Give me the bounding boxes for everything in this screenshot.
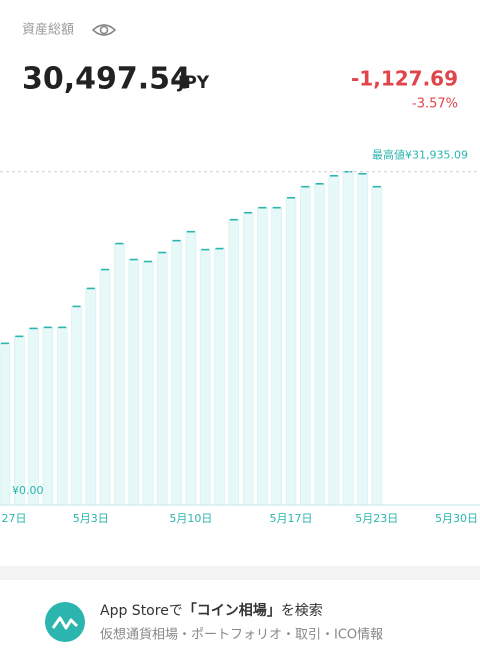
- bar: [299, 186, 311, 506]
- max-label: 最高値¥31,935.09: [372, 148, 468, 162]
- eye-icon[interactable]: [91, 24, 117, 36]
- bar: [28, 328, 39, 506]
- change-percent: -3.57%: [412, 97, 458, 112]
- bar: [99, 269, 111, 506]
- bar: [371, 186, 383, 506]
- bar: [342, 171, 354, 506]
- bar: [285, 197, 297, 506]
- app-icon[interactable]: [45, 602, 85, 642]
- bar: [85, 288, 97, 506]
- bar: [114, 243, 125, 506]
- banner-bold: 「コイン相場」: [183, 602, 281, 619]
- asset-title: 資産総額: [22, 22, 74, 38]
- separator: [0, 566, 480, 580]
- x-tick-label: 5月17日: [270, 512, 313, 525]
- currency: JPY: [177, 73, 210, 93]
- bar: [14, 336, 25, 506]
- bar: [214, 248, 225, 506]
- chart: 最高値¥31,935.09 ¥0.00 4月27日 5月3日 5月10日 5月17日 5月2…: [0, 148, 480, 525]
- bar: [128, 259, 139, 506]
- bar: [0, 343, 11, 506]
- bar: [228, 219, 240, 506]
- x-tick-label: 5月23日: [355, 512, 398, 525]
- bar: [71, 306, 82, 506]
- bar: [257, 207, 268, 506]
- x-tick-label: 5月3日: [73, 512, 109, 525]
- banner-prefix: App Storeで: [100, 603, 183, 619]
- bar: [314, 183, 325, 506]
- bar: [142, 261, 154, 506]
- y-tick-label: ¥0.00: [12, 484, 44, 497]
- bar: [171, 240, 182, 506]
- x-tick-label: 5月10日: [169, 512, 212, 525]
- x-tick-label: 5月30日: [435, 512, 478, 525]
- bar: [199, 249, 211, 506]
- bar: [242, 212, 254, 506]
- bar: [357, 173, 368, 506]
- x-tick-label: 4月27日: [0, 512, 27, 525]
- bar: [42, 327, 54, 506]
- banner-line2: 仮想通貨相場・ポートフォリオ・取引・ICO情報: [100, 627, 383, 643]
- bar: [271, 207, 283, 506]
- total-value: 30,497.54: [22, 62, 191, 97]
- banner-suffix: を検索: [281, 602, 323, 619]
- change-value: -1,127.69: [351, 67, 458, 91]
- bar: [56, 327, 68, 506]
- banner-line1[interactable]: App Storeで「コイン相場」を検索: [100, 602, 323, 619]
- bar: [157, 252, 168, 506]
- bar: [185, 231, 197, 506]
- bar: [328, 175, 340, 506]
